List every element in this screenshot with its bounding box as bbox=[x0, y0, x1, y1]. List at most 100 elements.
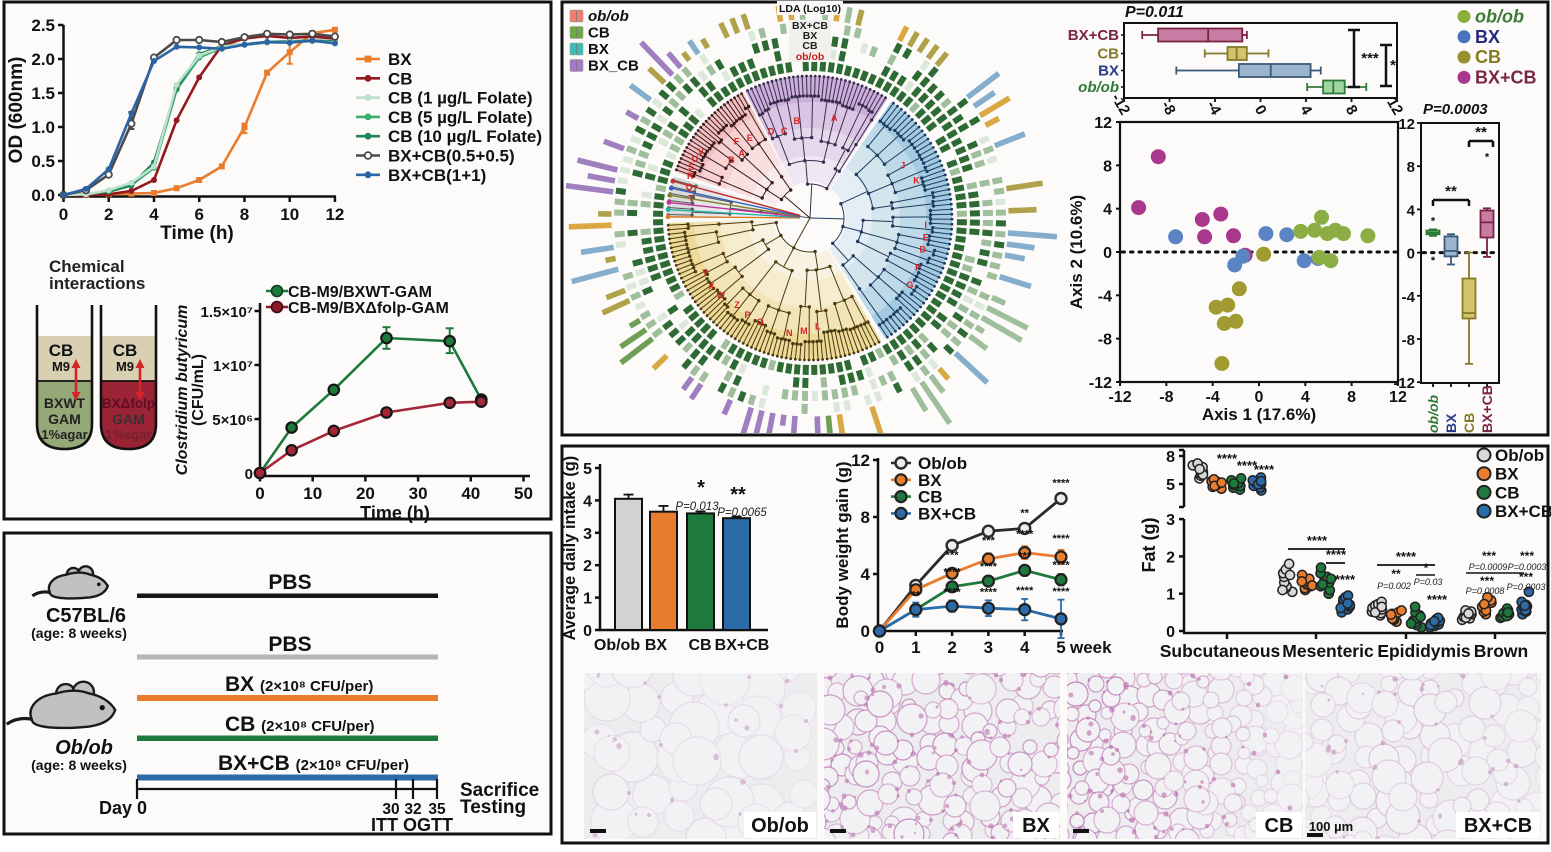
svg-text:BX+CB: BX+CB bbox=[715, 637, 770, 654]
svg-text:O: O bbox=[757, 317, 764, 327]
svg-text:Z: Z bbox=[734, 300, 740, 310]
svg-text:10: 10 bbox=[280, 205, 299, 224]
svg-text:0: 0 bbox=[1255, 389, 1264, 406]
svg-text:2: 2 bbox=[104, 205, 113, 224]
svg-text:P=0.002: P=0.002 bbox=[1377, 581, 1411, 591]
svg-text:0: 0 bbox=[245, 466, 253, 483]
svg-text:-4: -4 bbox=[1206, 389, 1220, 406]
svg-text:L: L bbox=[815, 322, 821, 332]
svg-text:****: **** bbox=[944, 587, 962, 599]
svg-text:(age: 8 weeks): (age: 8 weeks) bbox=[31, 625, 127, 641]
svg-text:ob/ob: ob/ob bbox=[796, 51, 825, 63]
svg-text:CB: CB bbox=[688, 637, 711, 654]
svg-text:100 µm: 100 µm bbox=[1309, 819, 1353, 834]
svg-text:2: 2 bbox=[1166, 549, 1175, 566]
svg-text:****: **** bbox=[1254, 462, 1275, 477]
svg-text:I: I bbox=[924, 220, 927, 230]
svg-text:ob/ob: ob/ob bbox=[1425, 394, 1441, 433]
svg-text:BX+CB: BX+CB bbox=[1479, 385, 1495, 433]
svg-text:Day 0: Day 0 bbox=[99, 798, 147, 818]
svg-text:5: 5 bbox=[1056, 638, 1065, 657]
svg-text:-8: -8 bbox=[1098, 332, 1112, 349]
svg-text:BX: BX bbox=[645, 637, 668, 654]
svg-text:Average daily intake (g): Average daily intake (g) bbox=[561, 456, 579, 641]
svg-text:CB: CB bbox=[1097, 46, 1119, 63]
svg-text:Y: Y bbox=[702, 268, 708, 278]
svg-text:****: **** bbox=[1052, 478, 1070, 490]
svg-text:B: B bbox=[728, 155, 735, 165]
svg-text:****: **** bbox=[1326, 547, 1347, 562]
svg-text:****: **** bbox=[1217, 451, 1238, 466]
svg-text:ob/ob: ob/ob bbox=[1475, 7, 1524, 27]
svg-text:5: 5 bbox=[583, 461, 592, 478]
svg-text:1%agar: 1%agar bbox=[41, 427, 87, 442]
svg-text:30: 30 bbox=[409, 484, 428, 503]
svg-text:ob/ob: ob/ob bbox=[1078, 79, 1119, 96]
svg-text:2.5: 2.5 bbox=[31, 16, 55, 35]
svg-text:GAM: GAM bbox=[112, 411, 145, 427]
svg-text:P=0.013: P=0.013 bbox=[675, 501, 719, 513]
svg-text:Axis 2 (10.6%): Axis 2 (10.6%) bbox=[1067, 195, 1086, 309]
svg-text:0: 0 bbox=[59, 205, 68, 224]
svg-text:****: **** bbox=[944, 567, 962, 579]
svg-text:CB (1 µg/L Folate): CB (1 µg/L Folate) bbox=[388, 89, 533, 108]
svg-text:0: 0 bbox=[875, 638, 884, 657]
svg-text:12: 12 bbox=[325, 205, 344, 224]
svg-text:ob/ob: ob/ob bbox=[588, 8, 629, 25]
svg-text:-4: -4 bbox=[1098, 288, 1112, 305]
svg-text:BX+CB: BX+CB bbox=[1475, 67, 1537, 87]
svg-text:0: 0 bbox=[583, 623, 592, 640]
svg-text:BX: BX bbox=[588, 41, 609, 58]
svg-text:P=0.0009: P=0.0009 bbox=[1469, 562, 1508, 572]
svg-text:OD (600nm): OD (600nm) bbox=[6, 57, 27, 164]
svg-text:****: **** bbox=[1335, 572, 1356, 587]
svg-text:**: ** bbox=[912, 590, 921, 602]
svg-text:T: T bbox=[688, 193, 694, 203]
svg-text:BX: BX bbox=[388, 50, 412, 69]
svg-text:M9: M9 bbox=[116, 359, 134, 374]
svg-text:CB: CB bbox=[388, 69, 413, 88]
svg-text:CB (5 µg/L Folate): CB (5 µg/L Folate) bbox=[388, 108, 533, 127]
svg-text:(CFU/mL): (CFU/mL) bbox=[190, 354, 207, 426]
svg-text:PBS: PBS bbox=[268, 633, 311, 656]
svg-text:BX: BX bbox=[1443, 413, 1459, 433]
svg-text:F: F bbox=[734, 137, 740, 147]
svg-text:PBS: PBS bbox=[268, 571, 311, 594]
svg-text:BX: BX bbox=[1475, 27, 1500, 47]
svg-text:(age: 8 weeks): (age: 8 weeks) bbox=[31, 757, 127, 773]
svg-text:****: **** bbox=[1052, 533, 1070, 545]
svg-text:3: 3 bbox=[984, 638, 993, 657]
svg-text:****: **** bbox=[1307, 533, 1328, 548]
svg-text:BX: BX bbox=[1495, 465, 1519, 484]
svg-text:8: 8 bbox=[1407, 159, 1415, 176]
svg-text:****: **** bbox=[1052, 560, 1070, 572]
svg-text:CB: CB bbox=[1495, 483, 1520, 502]
svg-text:8: 8 bbox=[1103, 158, 1112, 175]
svg-text:Ob/ob: Ob/ob bbox=[751, 815, 809, 837]
svg-text:P=0.03: P=0.03 bbox=[1414, 577, 1443, 587]
svg-text:A: A bbox=[831, 113, 838, 123]
svg-text:BX+CB: BX+CB bbox=[1068, 27, 1119, 44]
svg-text:P=0.0065: P=0.0065 bbox=[717, 507, 767, 519]
svg-text:*: * bbox=[1485, 152, 1490, 164]
svg-text:K: K bbox=[913, 175, 920, 185]
svg-text:P: P bbox=[744, 310, 750, 320]
svg-text:Ob/ob: Ob/ob bbox=[1495, 446, 1544, 465]
svg-text:B: B bbox=[794, 116, 801, 126]
svg-text:CB: CB bbox=[49, 341, 74, 360]
svg-text:1%agar: 1%agar bbox=[105, 427, 151, 442]
svg-text:BX+CB(0.5+0.5): BX+CB(0.5+0.5) bbox=[388, 147, 515, 166]
svg-text:12: 12 bbox=[1094, 115, 1112, 132]
svg-text:**: ** bbox=[1445, 183, 1457, 200]
svg-text:2: 2 bbox=[583, 558, 592, 575]
svg-text:-8: -8 bbox=[1402, 332, 1415, 349]
svg-text:N: N bbox=[786, 328, 793, 338]
svg-text:1×10⁷: 1×10⁷ bbox=[213, 358, 253, 375]
svg-text:0: 0 bbox=[1166, 624, 1175, 641]
svg-text:****: **** bbox=[1427, 592, 1448, 607]
svg-text:CB: CB bbox=[113, 341, 138, 360]
svg-text:BX+CB: BX+CB bbox=[1495, 502, 1551, 521]
svg-text:X: X bbox=[708, 282, 714, 292]
svg-text:C57BL/6: C57BL/6 bbox=[46, 605, 126, 627]
svg-text:Q: Q bbox=[686, 182, 693, 192]
